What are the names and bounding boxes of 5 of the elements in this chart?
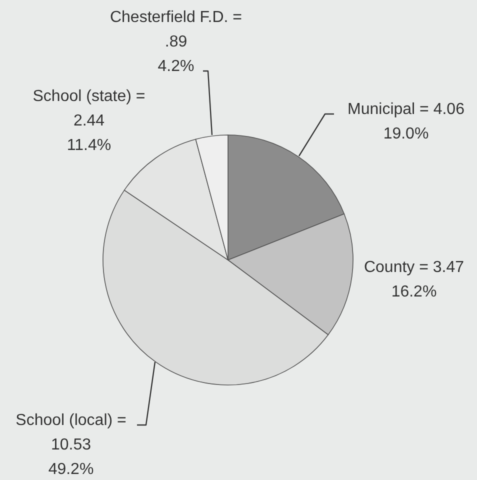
slice-label: County = 3.47 16.2%: [364, 259, 464, 300]
slice-label: Municipal = 4.06 19.0%: [348, 101, 465, 142]
slice-label: School (state) = 2.44 11.4%: [32, 88, 146, 154]
slice-label: School (local) = 10.53 49.2%: [16, 412, 126, 478]
slice-label: Chesterfield F.D. = .89 4.2%: [110, 9, 242, 75]
